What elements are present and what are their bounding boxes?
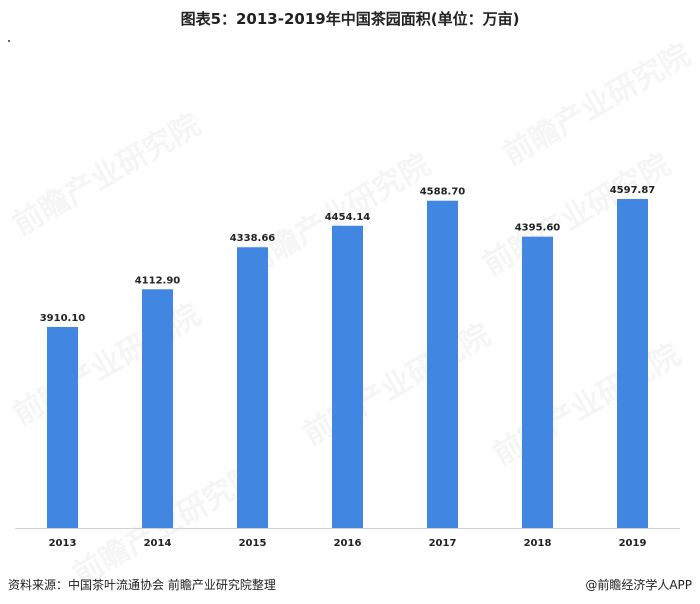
bar-2017 — [427, 200, 458, 528]
bar-2015 — [237, 247, 268, 528]
bar-2019 — [617, 199, 648, 528]
x-tick-label-2015: 2015 — [239, 538, 267, 549]
bar-2018 — [522, 236, 553, 528]
chart-title: 图表5：2013-2019年中国茶园面积(单位：万亩) — [180, 10, 520, 28]
data-label-2016: 4454.14 — [325, 212, 371, 223]
x-tick-label-2018: 2018 — [524, 538, 552, 549]
source-note: 资料来源：中国茶叶流通协会 前瞻产业研究院整理 — [8, 578, 276, 592]
x-tick-label-2014: 2014 — [144, 538, 172, 549]
data-label-2013: 3910.10 — [40, 313, 86, 324]
data-label-2017: 4588.70 — [420, 187, 466, 198]
x-tick-label-2017: 2017 — [429, 538, 457, 549]
bar-2014 — [142, 289, 173, 528]
data-label-2019: 4597.87 — [610, 185, 656, 196]
x-tick-label-2019: 2019 — [619, 538, 647, 549]
data-label-2015: 4338.66 — [230, 233, 276, 244]
corner-dot — [8, 40, 10, 42]
data-label-2018: 4395.60 — [515, 223, 561, 234]
x-tick-label-2016: 2016 — [334, 538, 362, 549]
brand-label: @前瞻经济学人APP — [585, 578, 692, 592]
x-tick-label-2013: 2013 — [49, 538, 77, 549]
bar-2013 — [47, 326, 78, 528]
data-label-2014: 4112.90 — [135, 275, 181, 286]
bar-2016 — [332, 225, 363, 528]
